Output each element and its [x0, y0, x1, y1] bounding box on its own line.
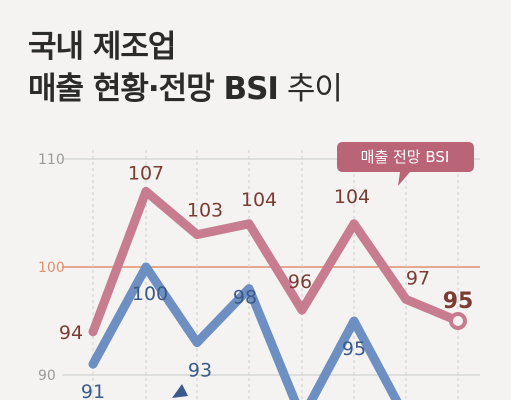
y-tick-label-0: 110 — [38, 152, 65, 168]
forecast-data-label-6: 97 — [406, 267, 430, 289]
forecast-data-label-7: 95 — [443, 289, 474, 314]
legend-badge-label: 매출 전망 BSI — [361, 148, 450, 166]
current-data-label-1: 100 — [132, 283, 168, 305]
title-line-1: 국내 제조업 — [28, 29, 176, 65]
forecast-data-label-4: 96 — [288, 271, 312, 293]
title-line-2: 매출 현황·전망 BSI 추이 — [28, 68, 343, 110]
forecast-data-label-0: 94 — [59, 322, 83, 344]
y-tick-label-1: 100 — [38, 260, 65, 276]
forecast-data-label-3: 104 — [241, 189, 277, 211]
forecast-series-line — [88, 186, 463, 337]
forecast-data-label-2: 103 — [187, 200, 223, 222]
title-line-2-normal: 추이 — [277, 71, 343, 107]
legend-badge — [337, 142, 474, 186]
current-series-line — [88, 262, 402, 400]
current-data-label-3: 98 — [233, 287, 257, 309]
annotation-arrow-icon — [172, 384, 188, 398]
current-data-label-2: 93 — [188, 360, 212, 382]
current-data-label-5: 95 — [342, 338, 366, 360]
title-line-2-bold: 매출 현황·전망 BSI — [28, 71, 279, 107]
chart-title: 국내 제조업 매출 현황·전망 BSI 추이 — [28, 26, 343, 110]
forecast-data-label-1: 107 — [128, 162, 164, 184]
current-data-label-0: 91 — [81, 381, 105, 400]
forecast-data-label-5: 104 — [334, 186, 370, 208]
y-tick-label-2: 90 — [38, 368, 56, 384]
forecast-last-point-marker — [449, 312, 467, 330]
